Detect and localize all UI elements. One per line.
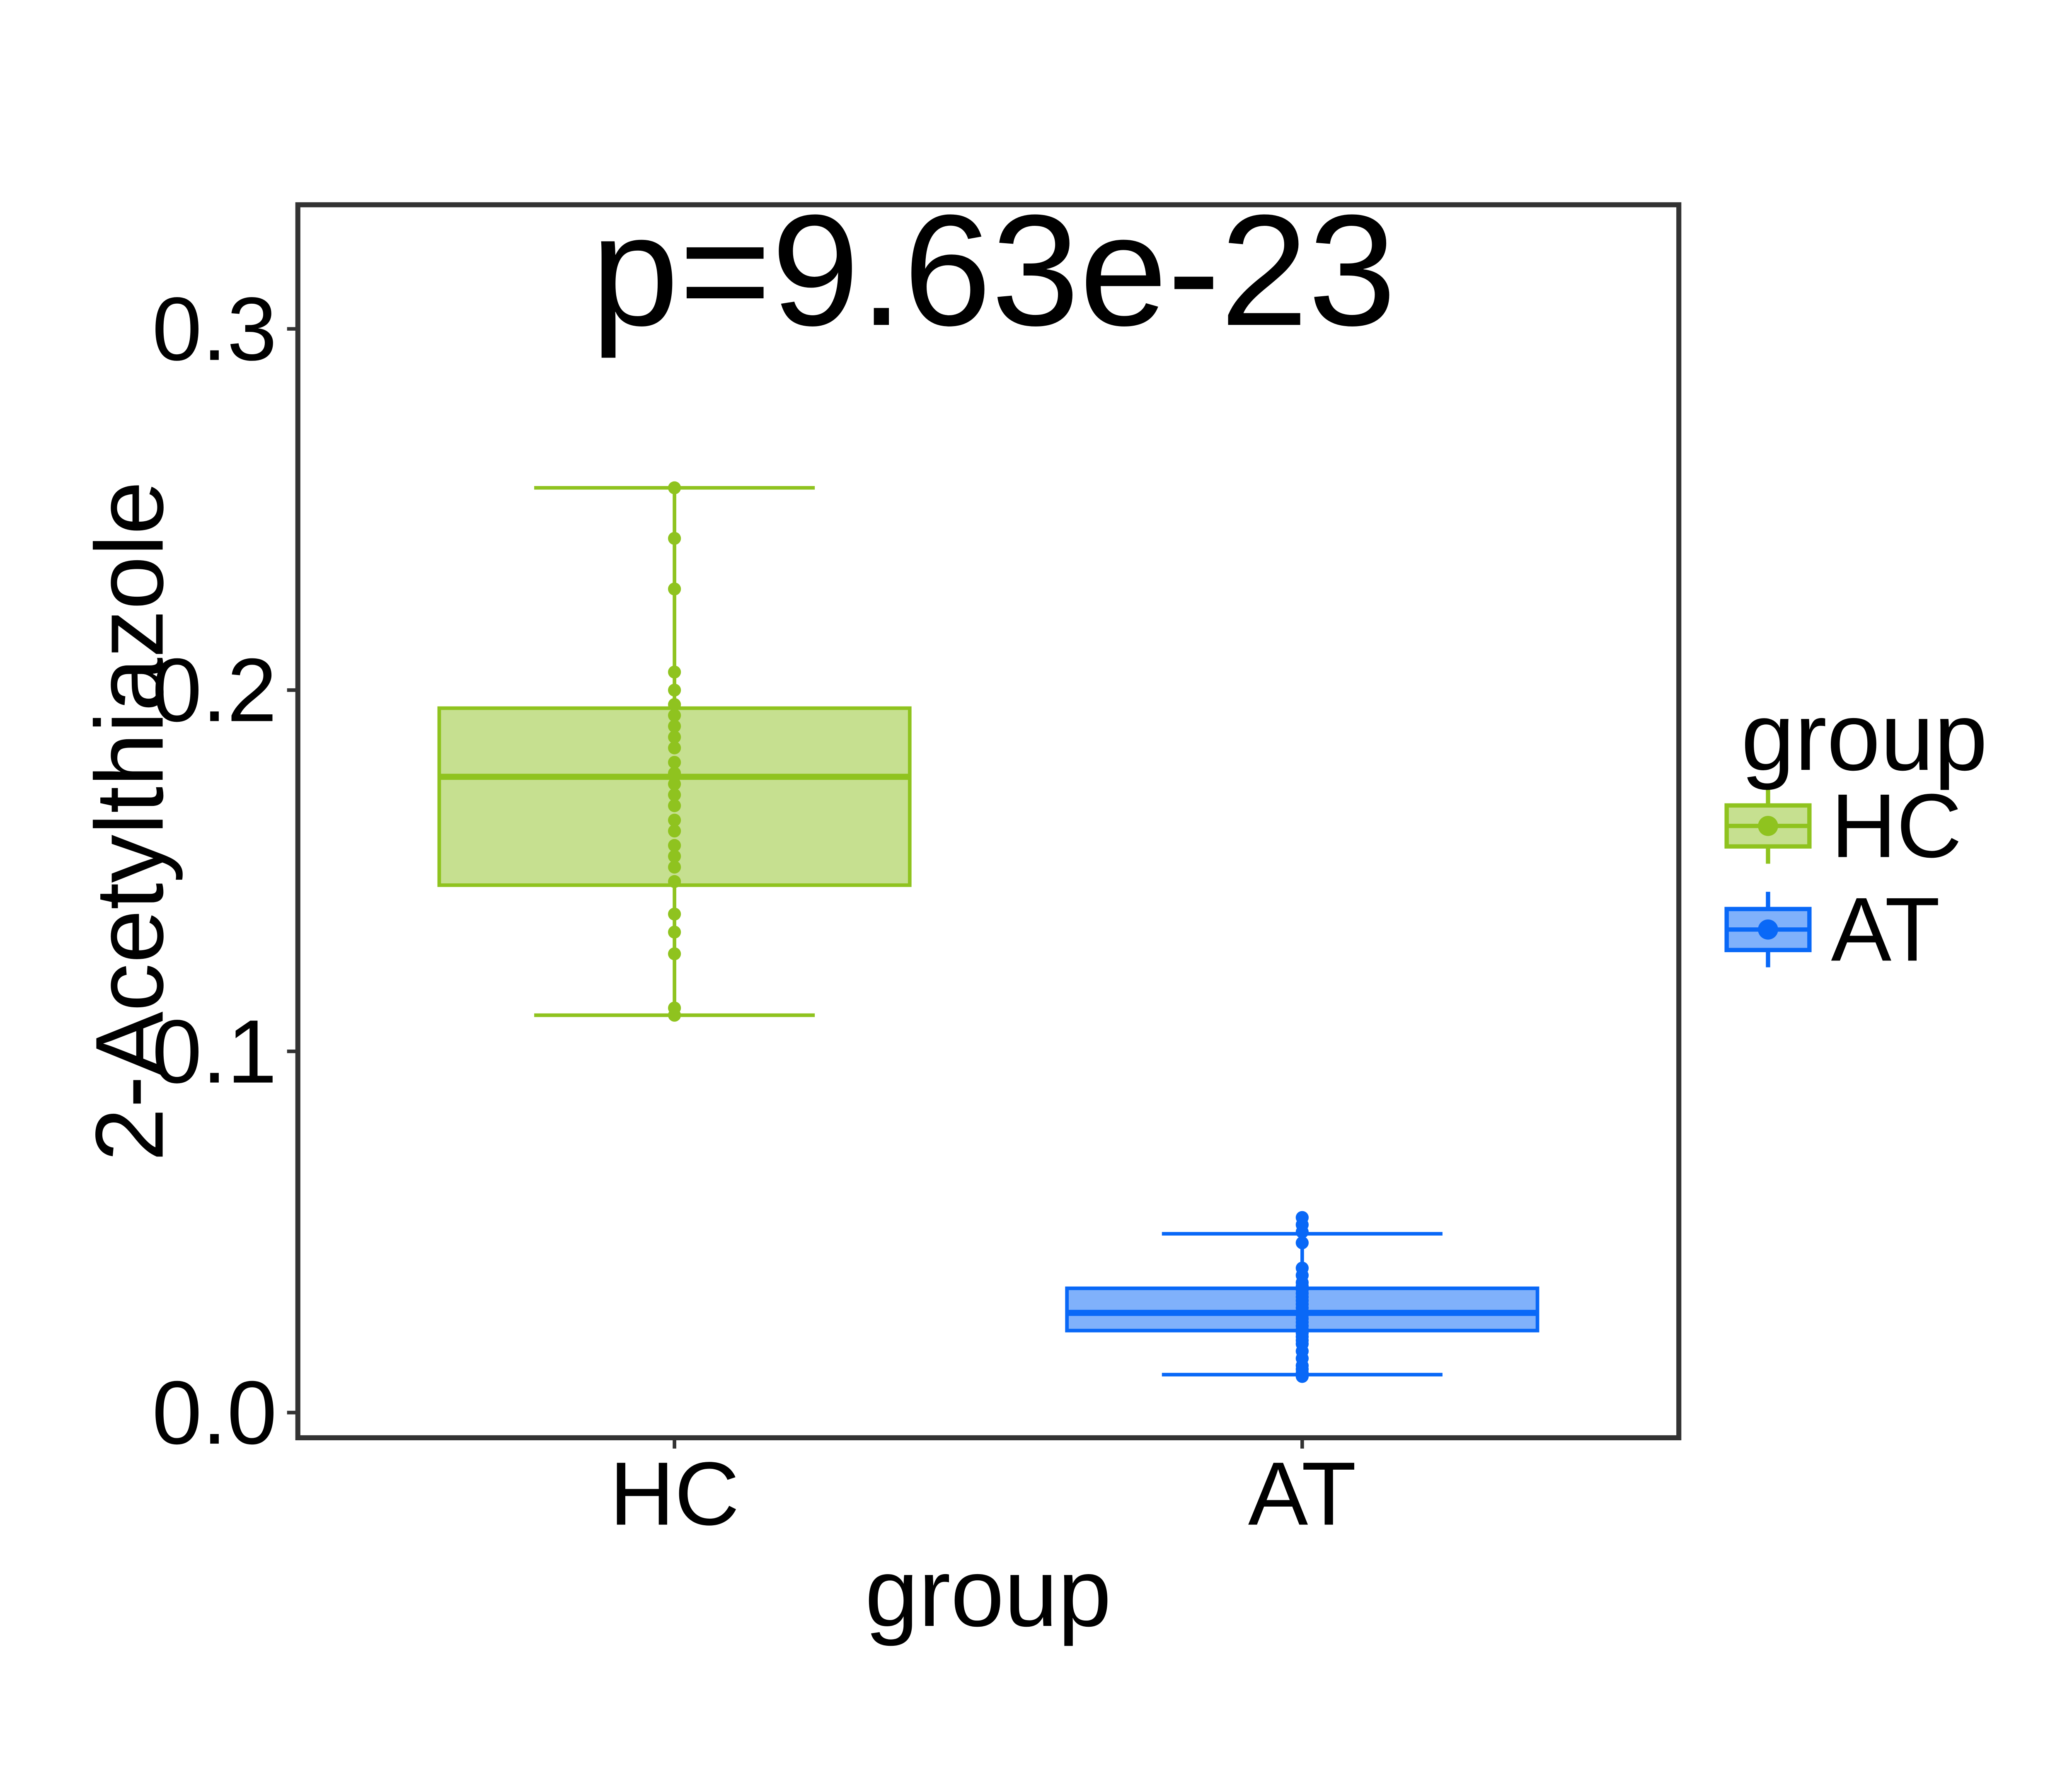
data-point-HC-10	[668, 756, 681, 769]
data-point-AT-2	[1295, 1225, 1309, 1238]
data-point-HC-5	[668, 698, 681, 711]
data-point-HC-3	[668, 665, 681, 679]
y-tick-label-0: 0.0	[152, 1362, 277, 1463]
data-point-HC-13	[668, 788, 681, 801]
data-point-HC-0	[668, 481, 681, 494]
y-tick-label-2: 0.2	[152, 640, 277, 740]
legend-label-at: AT	[1831, 879, 1940, 980]
data-point-HC-15	[668, 813, 681, 827]
data-point-HC-17	[668, 839, 681, 852]
data-point-HC-25	[668, 1009, 681, 1022]
data-point-HC-8	[668, 731, 681, 744]
plot-title: p=9.63e-23	[591, 181, 1396, 360]
x-tick-label-at: AT	[1248, 1444, 1356, 1544]
data-point-HC-12	[668, 777, 681, 791]
data-point-HC-21	[668, 907, 681, 921]
y-tick-label-3: 0.3	[152, 279, 277, 379]
data-point-HC-7	[668, 720, 681, 733]
data-point-HC-2	[668, 582, 681, 596]
data-point-AT-29	[1295, 1370, 1309, 1383]
y-axis-title: 2-Acetylthiazole	[76, 481, 184, 1161]
data-point-HC-9	[668, 741, 681, 755]
y-tick-label-1: 0.1	[152, 1001, 277, 1102]
x-tick-label-hc: HC	[610, 1444, 739, 1544]
data-point-HC-20	[668, 875, 681, 888]
legend-key-HC	[1724, 788, 1812, 864]
legend-key-AT	[1724, 892, 1812, 968]
data-point-HC-1	[668, 532, 681, 545]
data-point-HC-16	[668, 824, 681, 838]
legend-key-dot-HC	[1758, 816, 1778, 836]
data-point-HC-19	[668, 861, 681, 874]
chart-layer	[287, 202, 1812, 1449]
legend-title: group	[1741, 683, 1987, 791]
box-group-HC	[437, 481, 912, 1022]
data-point-AT-3	[1295, 1236, 1309, 1250]
data-point-HC-6	[668, 709, 681, 722]
data-point-HC-22	[668, 925, 681, 939]
legend-label-hc: HC	[1831, 775, 1962, 876]
panel-border	[295, 202, 1682, 1440]
legend-key-dot-AT	[1758, 919, 1778, 940]
data-point-HC-23	[668, 947, 681, 960]
data-point-HC-4	[668, 683, 681, 697]
data-point-HC-18	[668, 849, 681, 863]
data-point-HC-11	[668, 767, 681, 780]
x-axis-title: group	[865, 1539, 1111, 1647]
data-point-HC-14	[668, 799, 681, 813]
box-group-AT	[1065, 1211, 1539, 1383]
